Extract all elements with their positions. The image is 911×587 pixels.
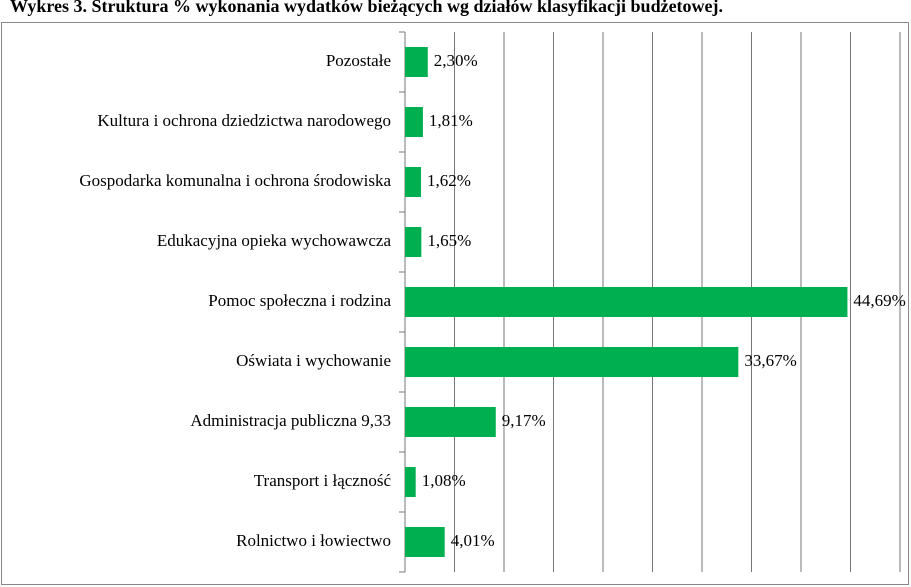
bar <box>405 47 428 77</box>
bar <box>405 407 496 437</box>
value-label: 33,67% <box>744 351 796 370</box>
y-tick-label: Transport i łączność <box>254 471 392 490</box>
value-label: 9,17% <box>502 411 546 430</box>
y-tick-label: Kultura i ochrona dziedzictwa narodowego <box>97 111 391 130</box>
chart-title: Wykres 3. Struktura % wykonania wydatków… <box>10 0 723 16</box>
bar <box>405 467 416 497</box>
value-label: 1,08% <box>422 471 466 490</box>
bar <box>405 347 739 377</box>
y-tick-label: Gospodarka komunalna i ochrona środowisk… <box>79 171 391 190</box>
value-label: 1,81% <box>429 111 473 130</box>
value-label: 1,62% <box>427 171 471 190</box>
y-tick-label: Pomoc społeczna i rodzina <box>208 291 391 310</box>
value-label: 4,01% <box>451 531 495 550</box>
value-label: 1,65% <box>427 231 471 250</box>
y-tick-label: Administracja publiczna 9,33 <box>190 411 391 430</box>
value-label: 44,69% <box>853 291 905 310</box>
bar <box>405 527 445 557</box>
bar <box>405 287 848 317</box>
bar <box>405 227 422 257</box>
bar <box>405 107 423 137</box>
y-tick-label: Edukacyjna opieka wychowawcza <box>157 231 392 250</box>
y-tick-label: Pozostałe <box>326 51 391 70</box>
value-label: 2,30% <box>434 51 478 70</box>
bar <box>405 167 422 197</box>
y-tick-label: Rolnictwo i łowiectwo <box>236 531 391 550</box>
y-tick-label: Oświata i wychowanie <box>236 351 391 370</box>
chart-border <box>1 22 909 585</box>
